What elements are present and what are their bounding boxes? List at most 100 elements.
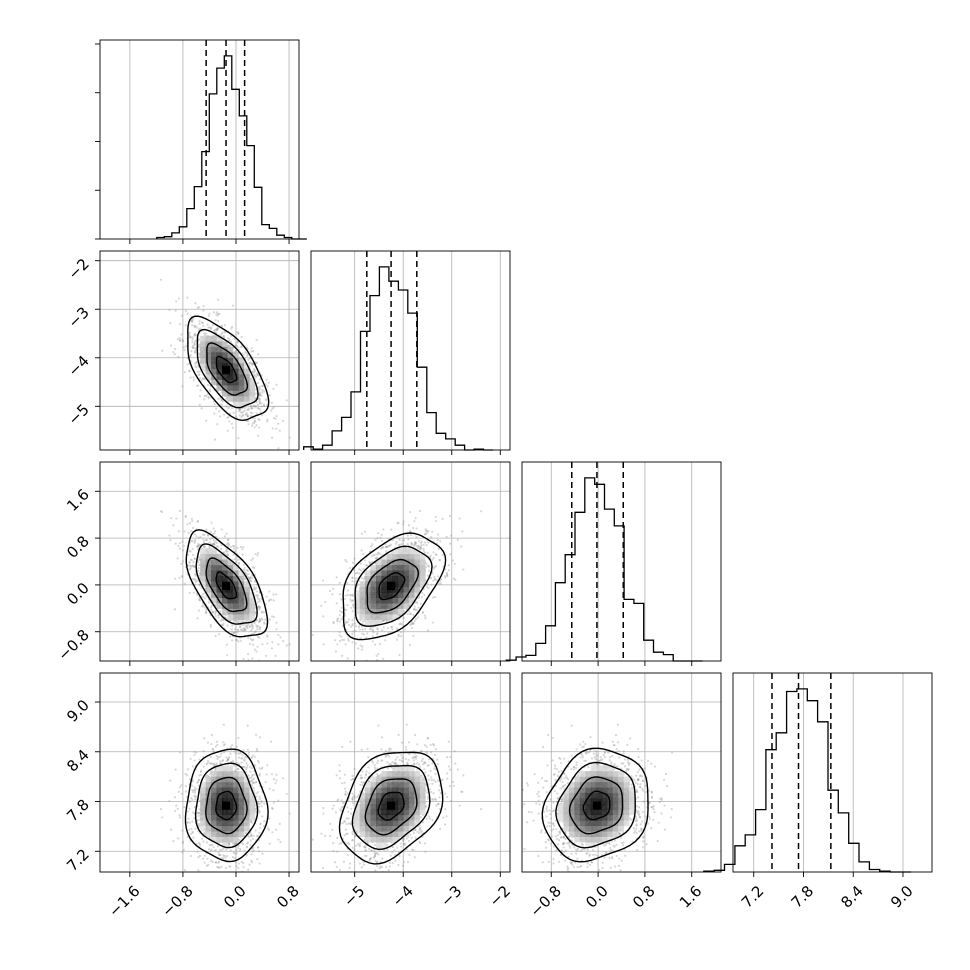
scatter-point [377, 551, 380, 554]
scatter-point [411, 622, 414, 625]
scatter-point [213, 532, 216, 535]
scatter-point [410, 543, 413, 546]
scatter-point [388, 544, 391, 547]
scatter-point [220, 398, 223, 402]
scatter-point [419, 545, 422, 548]
scatter-point [264, 398, 267, 401]
scatter-point [248, 577, 251, 581]
scatter-point [246, 415, 249, 418]
scatter-point [422, 547, 425, 551]
density-cell [216, 603, 223, 609]
scatter-point [360, 576, 363, 579]
density-cell [238, 592, 245, 598]
density-cell [249, 603, 256, 609]
scatter-point [398, 538, 401, 541]
scatter-point [394, 542, 397, 545]
scatter-point [413, 541, 417, 544]
scatter-point [205, 419, 208, 422]
scatter-point [277, 643, 280, 646]
scatter-point [225, 643, 229, 646]
density-cell [211, 346, 217, 353]
scatter-point [214, 609, 217, 613]
scatter-point [415, 536, 418, 539]
scatter-point [361, 645, 364, 648]
density-cell [238, 374, 245, 380]
scatter-point [192, 378, 195, 382]
density-cell [232, 575, 239, 582]
scatter-point [252, 370, 255, 373]
density-cell [386, 570, 393, 577]
scatter-point [401, 539, 404, 542]
scatter-point [266, 418, 269, 421]
scatter-point [201, 321, 204, 325]
scatter-point [196, 326, 199, 329]
scatter-point [426, 551, 429, 554]
scatter-point [191, 765, 195, 768]
density-cell [200, 357, 206, 364]
scatter-point [177, 544, 180, 548]
scatter-point [349, 598, 352, 601]
scatter-point [427, 586, 430, 590]
density-cell [414, 548, 421, 555]
scatter-point [433, 575, 436, 579]
scatter-point [399, 622, 402, 625]
scatter-point [427, 564, 430, 567]
scatter-point [226, 429, 229, 432]
scatter-point [250, 407, 254, 410]
scatter-point [275, 415, 278, 418]
scatter-point [245, 573, 249, 576]
scatter-point [178, 542, 182, 545]
scatter-point [178, 576, 181, 579]
scatter-point [212, 611, 215, 614]
scatter-point [282, 639, 285, 643]
scatter-point [379, 536, 382, 539]
scatter-point [188, 334, 191, 337]
scatter-point [197, 536, 200, 539]
scatter-point [191, 565, 194, 568]
scatter-point [406, 613, 409, 616]
density-cell [227, 352, 234, 358]
scatter-point [376, 627, 379, 630]
contour-line [378, 572, 406, 601]
scatter-point [206, 383, 210, 387]
density-cell [376, 564, 382, 571]
scatter-point [216, 845, 220, 848]
density-cell [419, 564, 426, 571]
density-cell [211, 597, 217, 604]
scatter-point [230, 340, 233, 343]
scatter-point [430, 583, 433, 586]
density-cell [249, 614, 256, 620]
scatter-point [350, 593, 353, 597]
scatter-point [227, 415, 230, 419]
scatter-point [242, 627, 245, 630]
scatter-point [263, 622, 266, 625]
density-cell [232, 597, 239, 604]
scatter-point [189, 567, 192, 570]
scatter-point [193, 750, 196, 754]
scatter-point [188, 549, 191, 552]
scatter-point [198, 370, 201, 373]
scatter-point [191, 320, 194, 323]
scatter-point [265, 654, 268, 657]
scatter-point [329, 589, 332, 593]
density-cell [216, 384, 223, 391]
scatter-point [256, 597, 260, 600]
scatter-point [191, 564, 194, 567]
density-cell [408, 597, 415, 604]
density-cell [414, 559, 421, 566]
scatter-point [458, 517, 461, 520]
scatter-point [181, 339, 184, 342]
density-cell [392, 586, 399, 593]
density-cell [403, 570, 410, 577]
density-cell [386, 603, 393, 609]
scatter-point [350, 606, 353, 609]
scatter-point [237, 562, 241, 565]
density-cell [414, 581, 421, 588]
scatter-point [191, 338, 194, 341]
scatter-point [399, 635, 403, 638]
density-cell [216, 374, 223, 380]
scatter-point [416, 616, 420, 619]
scatter-point [409, 612, 412, 616]
scatter-point [241, 414, 244, 417]
density-cell [386, 553, 393, 560]
